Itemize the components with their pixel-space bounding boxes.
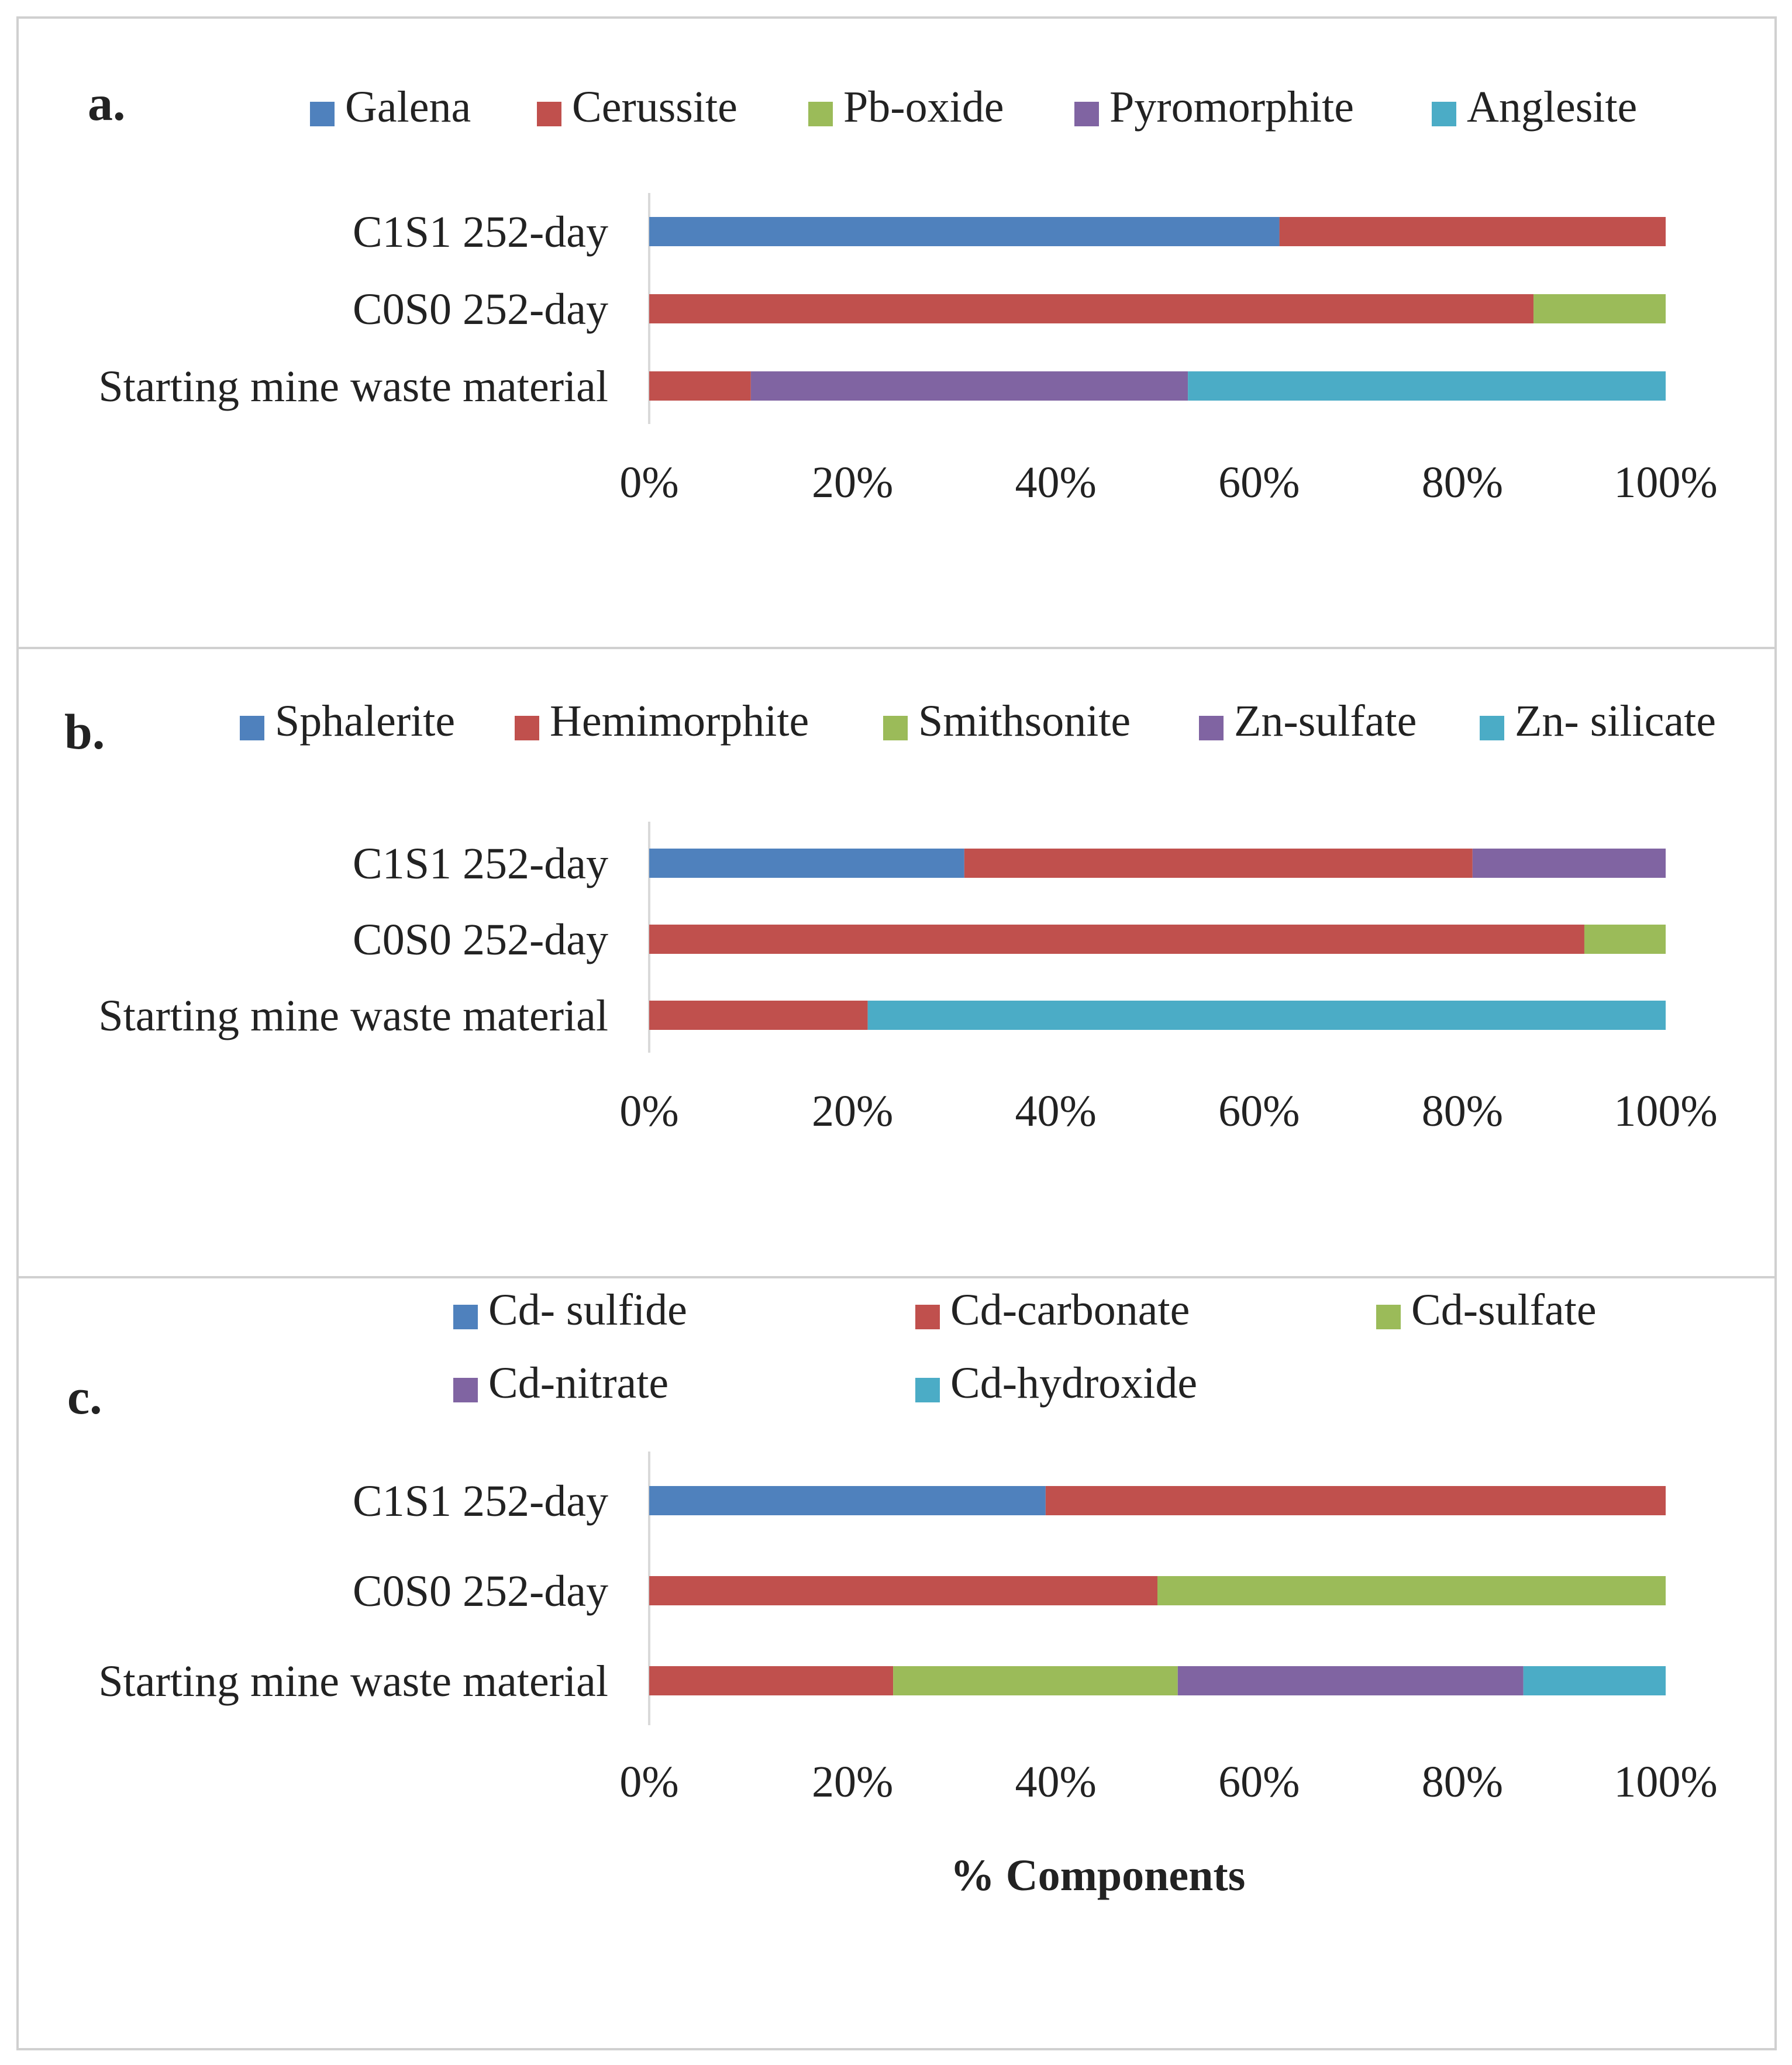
bar-c-1-2 [1045, 1486, 1666, 1515]
legend-label-c-1: Cd- sulfide [488, 1285, 687, 1335]
legend-label-a-2: Cerussite [572, 82, 738, 132]
legend-label-b-1: Sphalerite [275, 697, 455, 746]
x-tick-label-b-4: 60% [1218, 1087, 1300, 1136]
legend-swatch-c-3 [1376, 1305, 1401, 1329]
legend-label-b-4: Zn-sulfate [1234, 697, 1417, 746]
bar-c-3-2 [649, 1666, 894, 1695]
bar-a-3-2 [649, 371, 751, 401]
bar-a-1-2 [1279, 217, 1666, 246]
panel-label-b: b. [64, 704, 105, 760]
plot-layer: a. Galena Cerussite Pb-oxide Pyromorphite Ang… [64, 75, 1718, 1807]
category-label-a-2: C0S0 252-day [353, 285, 608, 334]
x-tick-label-b-2: 20% [812, 1087, 893, 1136]
legend-swatch-b-3 [883, 716, 908, 740]
legend-swatch-a-5 [1432, 102, 1456, 126]
legend-swatch-a-2 [537, 102, 561, 126]
bar-c-3-3 [893, 1666, 1178, 1695]
bar-b-1-1 [649, 849, 964, 878]
category-label-b-1: C1S1 252-day [353, 839, 608, 888]
bar-a-2-2 [649, 294, 1534, 323]
category-label-c-1: C1S1 252-day [353, 1477, 608, 1526]
bar-b-3-5 [867, 1001, 1666, 1030]
x-tick-label-b-3: 40% [1015, 1087, 1097, 1136]
x-tick-label-c-3: 40% [1015, 1757, 1097, 1807]
x-tick-label-b-6: 100% [1614, 1087, 1717, 1136]
legend-swatch-b-4 [1199, 716, 1224, 740]
category-label-c-2: C0S0 252-day [353, 1567, 608, 1616]
panel-c-frame [16, 1276, 1777, 2050]
legend-swatch-b-2 [515, 716, 539, 740]
bar-b-2-2 [649, 925, 1584, 954]
x-tick-label-a-4: 60% [1218, 458, 1300, 507]
bar-b-1-4 [1472, 849, 1666, 878]
panel-label-a: a. [88, 75, 126, 131]
bar-c-2-2 [649, 1576, 1157, 1605]
category-label-b-3: Starting mine waste material [98, 991, 608, 1040]
legend-swatch-c-2 [915, 1305, 940, 1329]
legend-swatch-c-1 [453, 1305, 478, 1329]
x-tick-label-a-5: 80% [1422, 458, 1503, 507]
legend-swatch-c-4 [453, 1378, 478, 1402]
legend-label-b-5: Zn- silicate [1515, 697, 1716, 746]
bar-b-3-2 [649, 1001, 868, 1030]
legend-swatch-a-1 [310, 102, 335, 126]
bar-b-2-3 [1584, 925, 1666, 954]
legend-swatch-a-3 [808, 102, 833, 126]
x-tick-label-c-1: 0% [619, 1757, 678, 1807]
legend-label-a-1: Galena [345, 82, 471, 132]
category-label-c-3: Starting mine waste material [98, 1657, 608, 1706]
x-tick-label-b-1: 0% [619, 1087, 678, 1136]
bar-a-3-4 [750, 371, 1188, 401]
legend-swatch-b-1 [240, 716, 264, 740]
bar-a-3-5 [1188, 371, 1666, 401]
legend-label-a-4: Pyromorphite [1109, 82, 1354, 132]
x-tick-label-a-6: 100% [1614, 458, 1717, 507]
legend-label-b-3: Smithsonite [918, 697, 1131, 746]
x-axis-title: % Components [950, 1851, 1246, 1900]
legend-label-c-4: Cd-nitrate [488, 1359, 668, 1408]
category-label-a-1: C1S1 252-day [353, 208, 608, 257]
x-tick-label-c-2: 20% [812, 1757, 893, 1807]
category-label-a-3: Starting mine waste material [98, 362, 608, 411]
x-tick-label-b-5: 80% [1422, 1087, 1503, 1136]
x-tick-label-c-5: 80% [1422, 1757, 1503, 1807]
legend-label-a-3: Pb-oxide [843, 82, 1004, 132]
legend-label-a-5: Anglesite [1467, 82, 1637, 132]
x-tick-label-a-3: 40% [1015, 458, 1097, 507]
panel-label-c: c. [67, 1368, 102, 1425]
x-tick-label-c-6: 100% [1614, 1757, 1717, 1807]
x-tick-label-c-4: 60% [1218, 1757, 1300, 1807]
bar-b-1-2 [964, 849, 1473, 878]
bar-c-1-1 [649, 1486, 1046, 1515]
legend-label-c-3: Cd-sulfate [1411, 1285, 1597, 1335]
legend-swatch-a-4 [1074, 102, 1099, 126]
bar-c-2-3 [1157, 1576, 1666, 1605]
category-label-b-2: C0S0 252-day [353, 915, 608, 964]
legend-swatch-c-5 [915, 1378, 940, 1402]
bar-c-3-4 [1177, 1666, 1524, 1695]
x-tick-label-a-1: 0% [619, 458, 678, 507]
legend-swatch-b-5 [1480, 716, 1504, 740]
x-tick-label-a-2: 20% [812, 458, 893, 507]
bar-a-1-1 [649, 217, 1280, 246]
legend-label-c-5: Cd-hydroxide [950, 1359, 1197, 1408]
bar-a-2-3 [1533, 294, 1666, 323]
legend-label-c-2: Cd-carbonate [950, 1285, 1190, 1335]
bar-c-3-5 [1523, 1666, 1666, 1695]
legend-label-b-2: Hemimorphite [550, 697, 809, 746]
